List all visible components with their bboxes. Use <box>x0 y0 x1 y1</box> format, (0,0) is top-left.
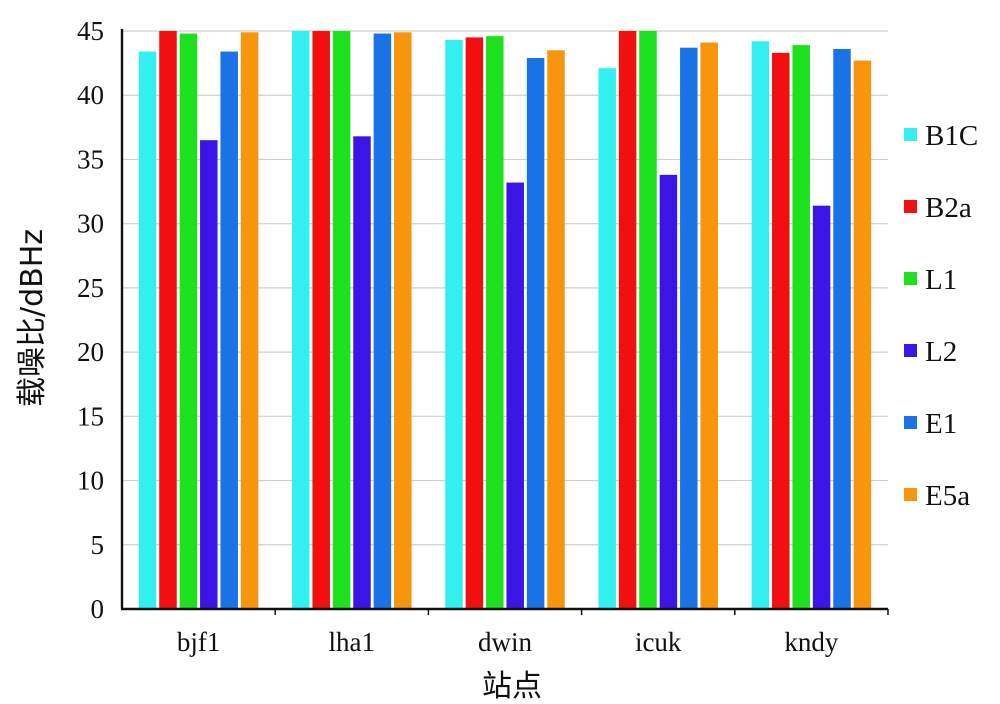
y-tick-label: 15 <box>77 401 104 431</box>
bar-icuk-E1 <box>680 47 698 610</box>
axes <box>120 29 889 615</box>
legend-swatch-B2a <box>904 200 917 213</box>
bar-icuk-L1 <box>639 31 657 609</box>
y-tick-label: 35 <box>77 144 104 174</box>
y-tick-label: 40 <box>77 80 104 110</box>
bar-dwin-E5a <box>547 50 565 610</box>
bar-bjf1-L1 <box>179 33 198 609</box>
legend-swatch-L2 <box>904 344 917 357</box>
legend-label-B1C: B1C <box>925 120 978 152</box>
x-tick-label: lha1 <box>329 627 376 657</box>
bar-icuk-B1C <box>598 68 616 609</box>
y-tick-label: 20 <box>77 337 104 367</box>
bar-lha1-B1C <box>292 31 310 609</box>
x-tick-label: dwin <box>478 627 533 657</box>
y-tick-label: 45 <box>77 16 104 46</box>
legend-label-E1: E1 <box>925 408 957 440</box>
bar-bjf1-B2a <box>159 31 177 609</box>
y-axis-title: 载噪比/dBHz <box>15 229 50 407</box>
y-tick-label: 30 <box>77 209 104 239</box>
legend-swatch-E1 <box>904 416 917 429</box>
bar-dwin-B1C <box>445 39 463 610</box>
bar-dwin-L1 <box>486 36 504 610</box>
bar-kndy-E5a <box>853 60 872 609</box>
bar-lha1-E1 <box>373 33 392 609</box>
bar-dwin-B2a <box>465 37 484 609</box>
y-tick-label: 0 <box>91 594 105 624</box>
bar-bjf1-L2 <box>200 140 218 609</box>
bar-lha1-L2 <box>353 136 371 609</box>
bar-bjf1-B1C <box>138 51 157 610</box>
bar-dwin-E1 <box>526 57 545 610</box>
bar-icuk-L2 <box>659 174 678 609</box>
bar-lha1-L1 <box>332 31 351 609</box>
x-tick-label: bjf1 <box>177 627 221 657</box>
bar-lha1-E5a <box>394 32 412 610</box>
legend-swatch-E5a <box>904 488 917 501</box>
bar-bjf1-E5a <box>240 32 259 610</box>
bar-lha1-B2a <box>312 31 330 609</box>
x-axis-title: 站点 <box>482 669 542 704</box>
bar-kndy-E1 <box>833 48 851 609</box>
legend-label-B2a: B2a <box>925 192 972 224</box>
bar-kndy-B1C <box>751 41 770 609</box>
bar-kndy-B2a <box>772 52 790 609</box>
bar-kndy-L2 <box>812 205 831 609</box>
bar-icuk-B2a <box>618 31 637 609</box>
y-tick-label: 10 <box>77 466 104 496</box>
bars <box>138 31 872 610</box>
legend-swatch-L1 <box>904 272 917 285</box>
bar-dwin-L2 <box>506 182 524 609</box>
legend-label-E5a: E5a <box>925 480 970 512</box>
tick-labels: 0 5 10 15 20 25 30 35 40 45 bjf1 lha1 dwin icuk kndy <box>77 16 839 657</box>
legend: B1C B2a L1 L2 E1 E5a <box>904 120 978 512</box>
legend-label-L1: L1 <box>925 264 957 296</box>
bar-bjf1-E1 <box>220 51 238 610</box>
y-tick-label: 25 <box>77 273 104 303</box>
bar-icuk-E5a <box>700 42 718 610</box>
x-tick-label: kndy <box>784 627 839 657</box>
y-tick-label: 5 <box>91 530 105 560</box>
legend-label-L2: L2 <box>925 336 957 368</box>
bar-kndy-L1 <box>792 45 810 609</box>
x-tick-label: icuk <box>635 627 682 657</box>
legend-swatch-B1C <box>904 128 917 141</box>
